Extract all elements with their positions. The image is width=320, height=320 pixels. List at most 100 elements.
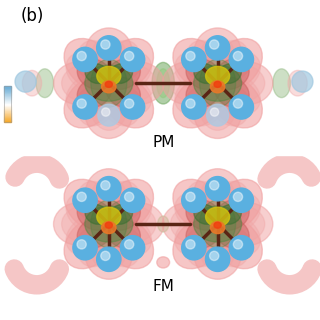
- Ellipse shape: [77, 59, 112, 89]
- Circle shape: [73, 188, 97, 212]
- Bar: [4, 95, 11, 96]
- Ellipse shape: [173, 38, 225, 91]
- Ellipse shape: [152, 62, 174, 104]
- Ellipse shape: [211, 52, 260, 94]
- Ellipse shape: [102, 192, 152, 235]
- Ellipse shape: [212, 64, 265, 102]
- Ellipse shape: [111, 189, 144, 222]
- Circle shape: [210, 108, 219, 116]
- Bar: [4, 96, 11, 97]
- Ellipse shape: [98, 76, 140, 126]
- Ellipse shape: [194, 86, 242, 139]
- Ellipse shape: [215, 218, 249, 249]
- Circle shape: [186, 52, 195, 61]
- Bar: [4, 110, 11, 111]
- Ellipse shape: [53, 61, 106, 105]
- Ellipse shape: [162, 203, 215, 246]
- Bar: [4, 93, 11, 94]
- Circle shape: [124, 99, 134, 108]
- Ellipse shape: [214, 81, 221, 87]
- Ellipse shape: [215, 199, 249, 230]
- Ellipse shape: [214, 222, 221, 228]
- Ellipse shape: [77, 76, 120, 126]
- Circle shape: [101, 181, 110, 190]
- Ellipse shape: [186, 40, 228, 90]
- Ellipse shape: [77, 217, 120, 267]
- Ellipse shape: [66, 72, 116, 115]
- Circle shape: [15, 71, 36, 92]
- Ellipse shape: [64, 216, 116, 269]
- Ellipse shape: [210, 179, 262, 232]
- Circle shape: [124, 240, 134, 249]
- Circle shape: [77, 192, 86, 202]
- Bar: [4, 118, 11, 119]
- Circle shape: [97, 36, 121, 60]
- Ellipse shape: [101, 216, 154, 269]
- Circle shape: [98, 104, 120, 126]
- Ellipse shape: [157, 257, 170, 268]
- Ellipse shape: [198, 177, 237, 230]
- Ellipse shape: [206, 207, 230, 227]
- Ellipse shape: [162, 61, 215, 105]
- Circle shape: [229, 47, 253, 72]
- Ellipse shape: [106, 218, 140, 249]
- Ellipse shape: [220, 61, 273, 105]
- Bar: [4, 119, 11, 120]
- Bar: [4, 92, 11, 93]
- Ellipse shape: [97, 67, 121, 86]
- Ellipse shape: [85, 28, 133, 81]
- Ellipse shape: [74, 189, 107, 222]
- Bar: [4, 120, 11, 121]
- Ellipse shape: [74, 226, 107, 259]
- Bar: [4, 114, 11, 115]
- Circle shape: [182, 47, 206, 72]
- Circle shape: [229, 188, 253, 212]
- Ellipse shape: [273, 69, 291, 98]
- Ellipse shape: [211, 81, 225, 93]
- Ellipse shape: [207, 181, 249, 231]
- Ellipse shape: [105, 222, 112, 228]
- Ellipse shape: [109, 64, 132, 84]
- Ellipse shape: [90, 218, 128, 271]
- Ellipse shape: [220, 189, 252, 222]
- Ellipse shape: [186, 217, 228, 267]
- Bar: [4, 106, 11, 107]
- Ellipse shape: [102, 213, 152, 256]
- Ellipse shape: [220, 48, 252, 81]
- Ellipse shape: [103, 64, 156, 102]
- Ellipse shape: [194, 64, 217, 84]
- Ellipse shape: [22, 70, 42, 96]
- Ellipse shape: [90, 77, 128, 130]
- Ellipse shape: [74, 48, 107, 81]
- Ellipse shape: [175, 52, 224, 94]
- Bar: [4, 113, 11, 114]
- Ellipse shape: [102, 72, 152, 115]
- Ellipse shape: [111, 48, 144, 81]
- Ellipse shape: [211, 213, 260, 256]
- Ellipse shape: [103, 205, 156, 243]
- Ellipse shape: [111, 85, 144, 118]
- Ellipse shape: [211, 192, 260, 235]
- Ellipse shape: [198, 36, 237, 89]
- Ellipse shape: [186, 59, 220, 89]
- Ellipse shape: [66, 52, 116, 94]
- Ellipse shape: [157, 69, 170, 98]
- Ellipse shape: [102, 221, 116, 234]
- Ellipse shape: [77, 218, 112, 249]
- Circle shape: [207, 104, 228, 126]
- Ellipse shape: [102, 52, 152, 94]
- Circle shape: [205, 36, 230, 60]
- Circle shape: [120, 47, 145, 72]
- Ellipse shape: [97, 207, 121, 227]
- Ellipse shape: [175, 72, 224, 115]
- Ellipse shape: [36, 69, 54, 98]
- Ellipse shape: [111, 203, 164, 246]
- Ellipse shape: [200, 59, 236, 107]
- Ellipse shape: [194, 227, 242, 279]
- Ellipse shape: [102, 81, 116, 93]
- Ellipse shape: [85, 169, 133, 221]
- Ellipse shape: [210, 38, 262, 91]
- Circle shape: [292, 71, 313, 92]
- Circle shape: [186, 192, 195, 202]
- Ellipse shape: [194, 28, 242, 81]
